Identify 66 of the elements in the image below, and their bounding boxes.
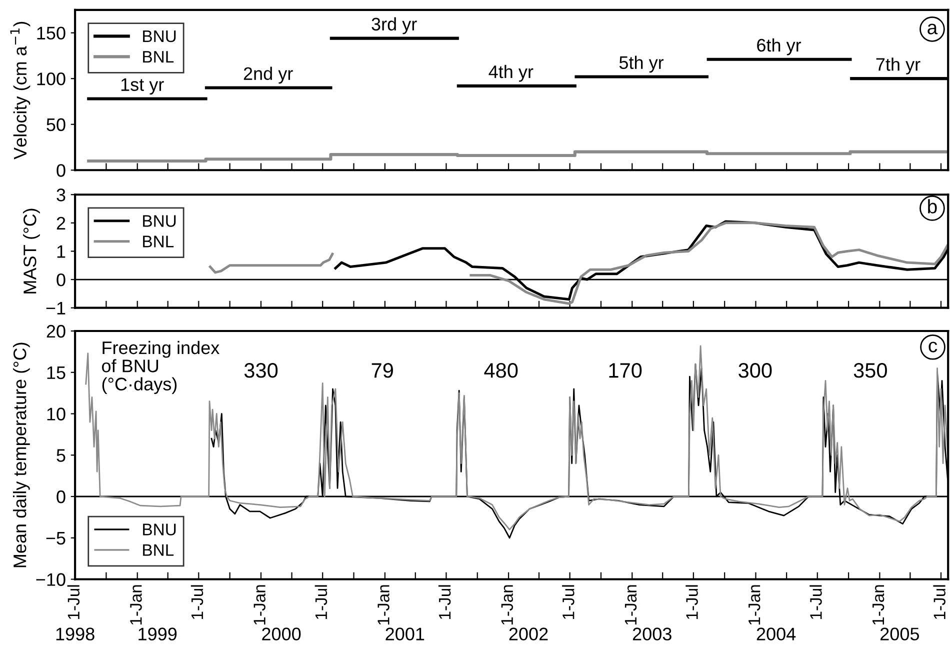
annotation: a — [928, 24, 938, 34]
x2-tick-label: 2003 — [632, 628, 672, 640]
x-tick-label: 1-Jan — [254, 585, 266, 625]
x-tick-label: 1-Jul — [686, 585, 698, 619]
x-tick-label: 1-Jan — [624, 585, 637, 625]
x2-tick-label: 2004 — [756, 628, 796, 640]
x-tick-label: 1-Jul — [67, 585, 80, 619]
x-tick-label: 1-Jan — [130, 585, 142, 625]
x2-tick-label: 2005 — [880, 628, 919, 640]
x-tick-label: 1-Jul — [810, 585, 822, 619]
x2-tick-label: 2002 — [509, 628, 548, 640]
y-tick-label: 0 — [56, 164, 66, 177]
x2-tick-label: 2000 — [262, 628, 301, 640]
annotation: 300 — [738, 363, 772, 378]
y-tick-label: 50 — [46, 118, 66, 132]
y-tick-label: 1 — [57, 245, 66, 258]
y-axis-title: Mean daily temperature (°C) — [13, 342, 30, 568]
annotation: 7th yr — [876, 58, 920, 74]
legend-label: BNU — [143, 215, 176, 227]
y-tick-label: 3 — [56, 188, 66, 202]
x-tick-label: 1-Jan — [501, 585, 513, 625]
annotation: 2nd yr — [244, 66, 293, 84]
y-axis-title: MAST (°C) — [23, 208, 40, 294]
legend-label: BNL — [143, 51, 174, 63]
y-tick-label: 100 — [37, 72, 66, 86]
y-tick-label: −10 — [36, 573, 66, 586]
y-tick-label: 5 — [56, 449, 66, 462]
y-tick-label: 0 — [56, 273, 66, 286]
annotation: 5th yr — [619, 56, 664, 73]
x2-tick-label: 1999 — [138, 628, 177, 640]
line-series — [87, 150, 948, 163]
annotation: 79 — [372, 363, 393, 378]
x-tick-label: 1-Jul — [190, 585, 204, 619]
x2-tick-label: 2001 — [386, 628, 424, 640]
y-tick-label: 20 — [46, 324, 66, 338]
y-tick-label: 0 — [56, 490, 66, 504]
annotation: 3rd yr — [372, 17, 417, 34]
x-tick-label: 1-Jul — [438, 585, 451, 619]
legend-label: BNU — [143, 524, 176, 536]
x-tick-label: 1-Jul — [562, 585, 574, 619]
x2-tick-label: 1998 — [56, 628, 94, 640]
legend-label: BNL — [143, 236, 174, 248]
y-tick-label: −5 — [46, 532, 66, 545]
annotation: b — [928, 199, 937, 214]
x-tick-label: 1-Jan — [378, 585, 390, 625]
y-tick-label: 10 — [47, 408, 66, 420]
annotation: 350 — [854, 363, 887, 378]
y-tick-label: −1 — [46, 302, 66, 314]
y-tick-label: 15 — [47, 366, 66, 380]
annotation: 1st yr — [121, 78, 164, 95]
y-tick-label: 2 — [56, 216, 66, 230]
annotation: 480 — [484, 363, 518, 378]
legend-label: BNU — [143, 30, 176, 42]
legend-label: BNL — [143, 544, 174, 556]
annotation: 4th yr — [488, 64, 534, 82]
x-tick-label: 1-Jul — [314, 585, 328, 619]
y-tick-label: 150 — [37, 26, 66, 40]
annotation: Freezing index of BNU (°C·days) — [102, 340, 220, 394]
y-axis-title: Velocity (cm a$^{−1}$) — [10, 22, 30, 160]
annotation: 6th yr — [757, 38, 802, 56]
x-tick-label: 1-Jan — [872, 585, 884, 625]
x-tick-label: 1-Jan — [748, 585, 760, 625]
annotation: c — [928, 342, 938, 352]
annotation: 170 — [609, 363, 642, 378]
annotation: 330 — [244, 363, 278, 378]
x-tick-label: 1-Jul — [933, 585, 946, 619]
